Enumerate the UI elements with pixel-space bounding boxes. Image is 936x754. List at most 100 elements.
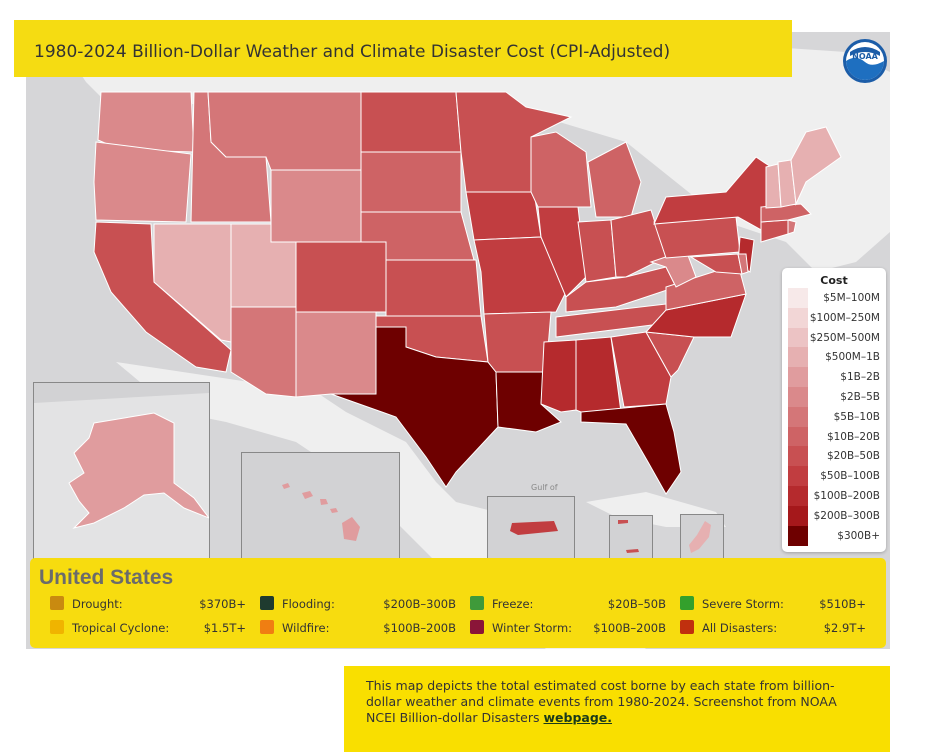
summary-title: United States bbox=[39, 566, 174, 589]
puerto-rico-map bbox=[510, 521, 558, 535]
gulf-label: Gulf of bbox=[531, 483, 558, 492]
state-hi[interactable] bbox=[282, 483, 360, 541]
category-swatch bbox=[260, 620, 274, 634]
map-title: 1980-2024 Billion-Dollar Weather and Cli… bbox=[34, 42, 671, 62]
category-swatch bbox=[470, 596, 484, 610]
category-swatch bbox=[50, 620, 64, 634]
state-il[interactable] bbox=[537, 206, 587, 298]
legend-label: $100B–200B bbox=[813, 490, 880, 502]
guam-inset[interactable] bbox=[680, 514, 724, 560]
legend-label: $250M–500M bbox=[809, 331, 880, 344]
guam-map bbox=[689, 521, 711, 553]
legend-label: $500M–1B bbox=[825, 351, 880, 364]
state-wi[interactable] bbox=[530, 131, 592, 208]
category-value: $510B+ bbox=[819, 597, 866, 611]
legend-swatch bbox=[788, 505, 808, 526]
category-name: Flooding: bbox=[282, 597, 335, 611]
state-pr[interactable] bbox=[510, 521, 558, 535]
category-item: All Disasters: $2.9T+ bbox=[680, 618, 866, 638]
state-vi[interactable] bbox=[618, 520, 639, 553]
category-item: Drought: $370B+ bbox=[50, 594, 246, 614]
category-swatch bbox=[50, 596, 64, 610]
cost-legend: Cost $5M–100M $100M–250M $250M–500M $500M–1… bbox=[782, 268, 886, 552]
legend-swatch bbox=[788, 486, 808, 506]
state-gu[interactable] bbox=[689, 521, 711, 553]
category-value: $20B–50B bbox=[607, 597, 666, 611]
legend-label: $2B–5B bbox=[840, 391, 880, 403]
category-value: $200B–300B bbox=[383, 597, 456, 611]
state-tx[interactable] bbox=[330, 326, 499, 488]
state-or[interactable] bbox=[93, 141, 192, 223]
state-nm[interactable] bbox=[295, 311, 377, 398]
category-item: Severe Storm: $510B+ bbox=[680, 594, 866, 614]
state-az[interactable] bbox=[230, 306, 297, 398]
category-name: All Disasters: bbox=[702, 621, 778, 635]
legend-label: $300B+ bbox=[837, 529, 880, 542]
state-wa[interactable] bbox=[97, 91, 195, 153]
legend-swatch bbox=[788, 406, 808, 427]
category-name: Tropical Cyclone: bbox=[72, 621, 170, 635]
legend-item: $10B–20B bbox=[788, 426, 884, 447]
state-mi[interactable] bbox=[587, 141, 642, 218]
legend-item: $100M–250M bbox=[788, 307, 884, 328]
legend-swatch bbox=[788, 307, 808, 328]
category-item: Winter Storm: $100B–200B bbox=[470, 618, 666, 638]
webpage-link[interactable]: webpage. bbox=[543, 710, 613, 725]
legend-item: $50B–100B bbox=[788, 466, 884, 487]
state-ar[interactable] bbox=[483, 311, 552, 373]
category-name: Winter Storm: bbox=[492, 621, 573, 635]
category-value: $370B+ bbox=[199, 597, 246, 611]
legend-swatch bbox=[788, 387, 808, 407]
virgin-islands-map bbox=[618, 520, 639, 553]
state-ks[interactable] bbox=[385, 259, 482, 317]
category-item: Freeze: $20B–50B bbox=[470, 594, 666, 614]
legend-item: $250M–500M bbox=[788, 327, 884, 348]
state-ca[interactable] bbox=[93, 221, 232, 373]
state-sd[interactable] bbox=[360, 151, 462, 213]
legend-item: $200B–300B bbox=[788, 505, 884, 526]
state-ri[interactable] bbox=[787, 219, 797, 235]
legend-swatch bbox=[788, 347, 808, 368]
state-ms[interactable] bbox=[540, 339, 577, 413]
legend-item: $2B–5B bbox=[788, 387, 884, 407]
puerto-rico-inset[interactable] bbox=[487, 496, 575, 560]
category-value: $100B–200B bbox=[383, 621, 456, 635]
category-item: Flooding: $200B–300B bbox=[260, 594, 456, 614]
category-name: Freeze: bbox=[492, 597, 534, 611]
noaa-logo-icon[interactable]: NOAA bbox=[842, 38, 888, 84]
legend-label: $20B–50B bbox=[826, 450, 880, 463]
virgin-islands-inset[interactable] bbox=[609, 515, 653, 560]
caption-body: This map depicts the total estimated cos… bbox=[366, 678, 837, 725]
state-fl[interactable] bbox=[580, 403, 682, 495]
state-va[interactable] bbox=[665, 263, 747, 311]
legend-label: $10B–20B bbox=[826, 430, 880, 443]
state-oh[interactable] bbox=[610, 209, 667, 278]
state-md[interactable] bbox=[689, 253, 743, 275]
state-co[interactable] bbox=[295, 241, 387, 313]
legend-label: $5M–100M bbox=[823, 292, 880, 304]
category-name: Severe Storm: bbox=[702, 597, 784, 611]
state-de[interactable] bbox=[737, 253, 749, 275]
legend-swatch bbox=[788, 288, 808, 308]
category-item: Tropical Cyclone: $1.5T+ bbox=[50, 618, 246, 638]
alaska-map bbox=[34, 393, 211, 559]
state-regions[interactable] bbox=[93, 91, 842, 495]
state-nv[interactable] bbox=[153, 223, 232, 343]
state-me[interactable] bbox=[790, 126, 842, 206]
legend-item: $100B–200B bbox=[788, 486, 884, 506]
state-ak[interactable] bbox=[68, 412, 211, 529]
category-swatch bbox=[260, 596, 274, 610]
legend-item: $5M–100M bbox=[788, 288, 884, 308]
category-swatch bbox=[680, 620, 694, 634]
state-nd[interactable] bbox=[360, 91, 462, 153]
state-ia[interactable] bbox=[465, 191, 542, 241]
hawaii-inset[interactable] bbox=[241, 452, 400, 560]
category-name: Drought: bbox=[72, 597, 123, 611]
state-wy[interactable] bbox=[270, 169, 362, 243]
legend-swatch bbox=[788, 446, 808, 467]
caption-text: This map depicts the total estimated cos… bbox=[366, 678, 866, 726]
legend-swatch bbox=[788, 525, 808, 546]
legend-label: $200B–300B bbox=[813, 509, 880, 522]
alaska-inset[interactable] bbox=[33, 382, 211, 560]
category-value: $1.5T+ bbox=[203, 621, 246, 635]
